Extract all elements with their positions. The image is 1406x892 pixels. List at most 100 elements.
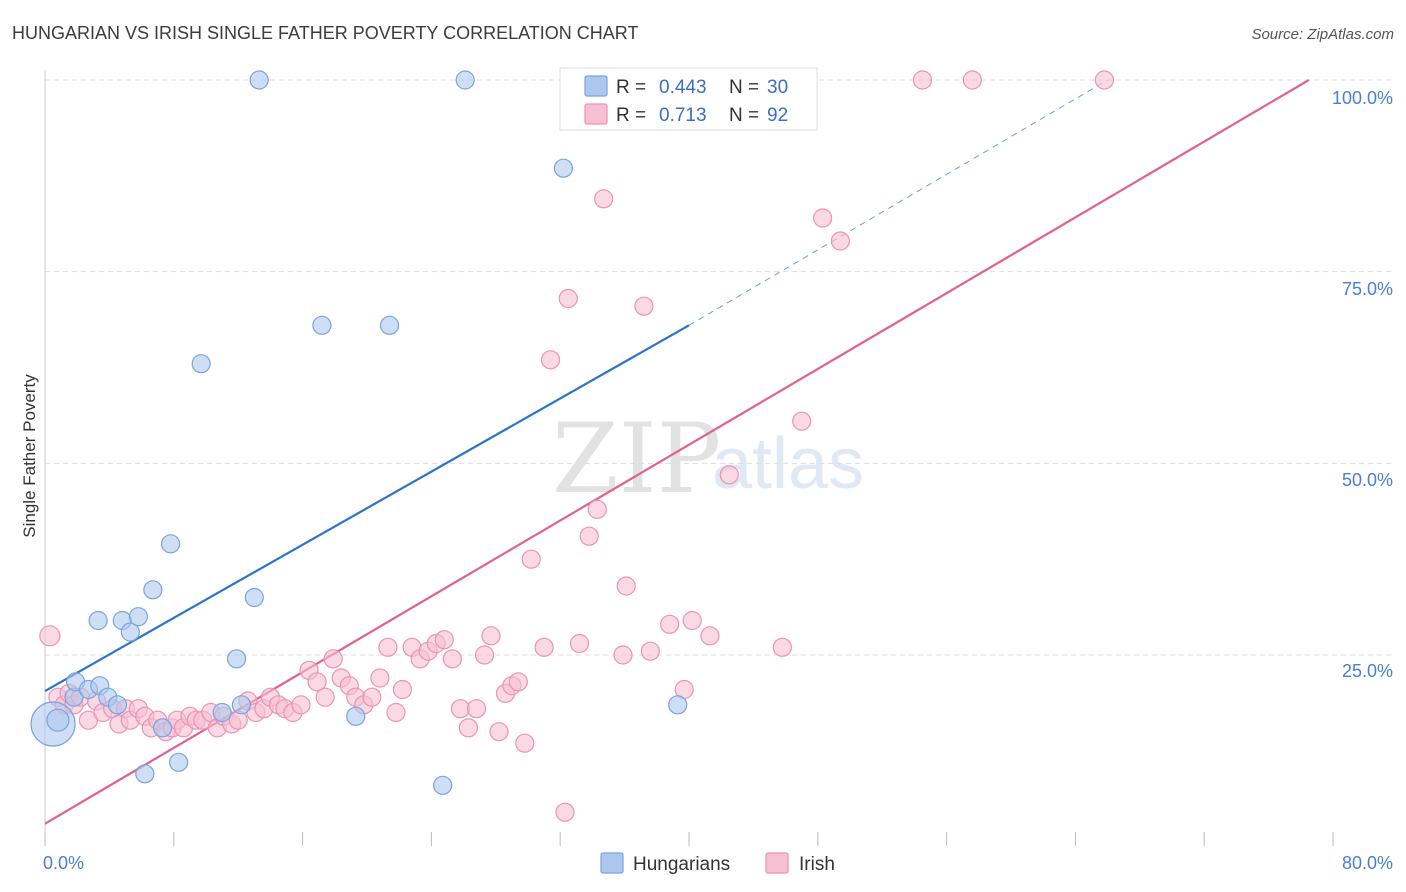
data-points (30, 70, 1114, 822)
point-irish (291, 695, 311, 715)
point-irish (555, 802, 575, 822)
tick-labels: 100.0% 75.0% 50.0% 25.0% 0.0% 80.0% (43, 88, 1393, 873)
point-hungarians (346, 706, 366, 726)
point-hungarians (226, 649, 247, 669)
point-irish (307, 672, 327, 692)
y-axis-label: Single Father Poverty (20, 374, 39, 538)
legend-r-label-irish: R = (616, 105, 646, 126)
point-hungarians (455, 70, 475, 90)
chart-title: HUNGARIAN VS IRISH SINGLE FATHER POVERTY… (12, 23, 638, 43)
point-hungarians (231, 695, 252, 715)
point-irish (481, 626, 501, 646)
point-irish (392, 679, 413, 700)
watermark-atlas: atlas (712, 424, 864, 504)
point-hungarians (135, 764, 155, 784)
point-irish (362, 687, 382, 707)
y-tick-label-100: 100.0% (1332, 88, 1393, 108)
point-irish (474, 645, 495, 665)
point-irish (466, 699, 487, 719)
point-hungarians (553, 158, 574, 178)
legend-swatch-hungarians (584, 75, 608, 97)
point-irish (1094, 70, 1114, 90)
point-irish (594, 189, 614, 209)
y-tick-label-75: 75.0% (1342, 279, 1393, 299)
point-irish (616, 576, 636, 596)
point-irish (434, 630, 454, 650)
point-irish (587, 499, 607, 519)
point-hungarians (312, 315, 332, 335)
point-hungarians (107, 695, 128, 715)
point-irish (613, 645, 633, 665)
point-irish (634, 296, 654, 316)
point-irish (660, 614, 680, 634)
legend-r-label-hungarians: R = (616, 77, 646, 98)
point-irish (813, 208, 833, 228)
point-irish (772, 637, 792, 657)
point-irish (515, 733, 535, 753)
legend-swatch-irish (584, 103, 608, 125)
legend-r-value-irish: 0.713 (659, 105, 707, 126)
trendline-extension-hungarians (688, 79, 1108, 326)
legend-bottom-swatch-irish (765, 852, 789, 874)
legend-n-label-irish: N = (729, 105, 759, 126)
x-tick-label-min: 0.0% (43, 853, 84, 873)
point-irish (489, 722, 509, 742)
legend-n-value-irish: 92 (767, 105, 788, 126)
point-irish (792, 411, 812, 431)
legend-bottom-swatch-hungarians (600, 852, 624, 874)
legend-n-label-hungarians: N = (729, 77, 759, 98)
point-irish (830, 231, 850, 251)
trendline-hungarians (44, 324, 690, 692)
point-irish (534, 637, 554, 657)
point-hungarians (160, 534, 181, 554)
gridlines (45, 79, 1395, 656)
point-irish (640, 641, 660, 661)
y-tick-label-50: 50.0% (1342, 470, 1393, 490)
point-irish (450, 699, 470, 719)
watermark-zip: ZIP (552, 403, 721, 515)
point-irish (39, 625, 61, 647)
legend-top: R = 0.443 N = 30 R = 0.713 N = 92 (559, 67, 818, 131)
point-hungarians (88, 610, 108, 631)
point-hungarians (169, 752, 189, 772)
point-irish (370, 668, 390, 688)
point-hungarians (244, 587, 264, 608)
point-irish (912, 70, 933, 90)
point-irish (521, 549, 541, 569)
point-irish (682, 610, 702, 631)
legend-bottom-label-irish: Irish (799, 854, 835, 875)
point-hungarians (433, 775, 453, 795)
point-irish (719, 465, 739, 485)
point-irish (323, 649, 343, 669)
point-hungarians (46, 708, 70, 732)
point-irish (569, 633, 590, 654)
point-irish (378, 637, 398, 657)
point-irish (315, 687, 335, 707)
point-hungarians (191, 354, 211, 374)
chart-source: Source: ZipAtlas.com (1251, 26, 1394, 43)
point-irish (700, 626, 720, 646)
point-hungarians (379, 315, 400, 335)
point-irish (579, 526, 599, 546)
point-irish (386, 702, 406, 723)
point-irish (962, 70, 982, 90)
point-irish (508, 672, 528, 692)
point-hungarians (668, 695, 688, 715)
legend-n-value-hungarians: 30 (767, 77, 788, 98)
point-hungarians (212, 702, 232, 723)
point-hungarians (152, 718, 173, 738)
point-irish (442, 649, 462, 669)
x-tick-label-max: 80.0% (1342, 853, 1393, 873)
point-hungarians (143, 580, 163, 600)
legend-bottom-label-hungarians: Hungarians (633, 854, 730, 875)
point-irish (458, 718, 479, 738)
legend-r-value-hungarians: 0.443 (659, 77, 707, 98)
point-hungarians (128, 607, 148, 627)
point-irish (540, 350, 561, 370)
point-irish (558, 288, 578, 309)
point-hungarians (249, 70, 269, 90)
y-tick-label-25: 25.0% (1342, 661, 1393, 681)
legend-bottom: Hungarians Irish (600, 852, 835, 875)
point-hungarians (120, 622, 140, 642)
